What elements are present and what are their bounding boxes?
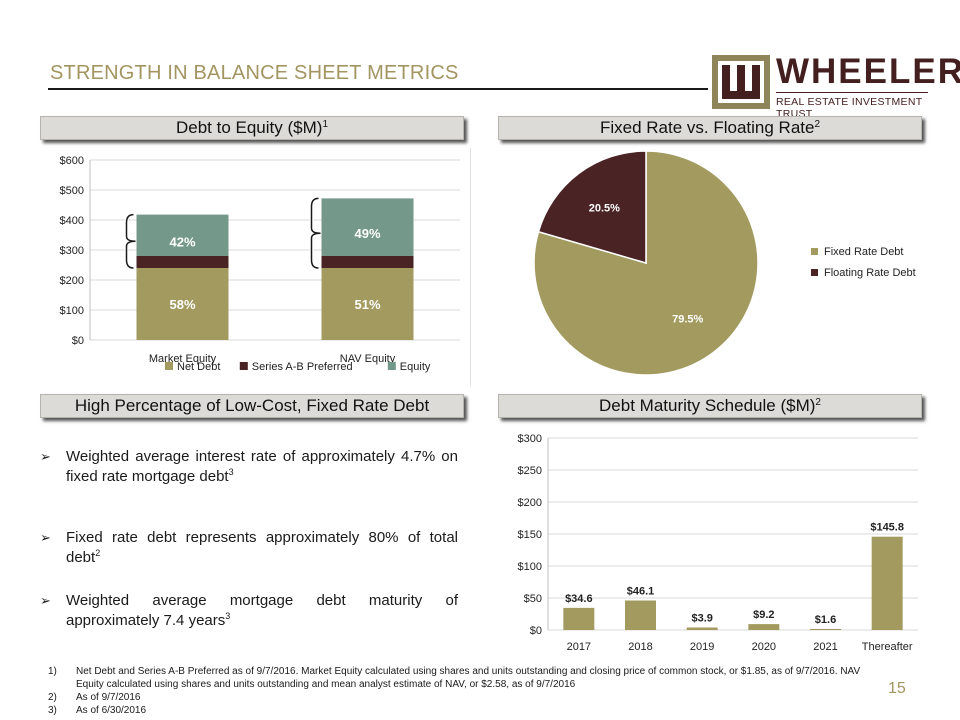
logo-wordmark: WHEELER [776,52,960,91]
bullet-item: ➢ Weighted average mortgage debt maturit… [40,591,458,635]
bullet-text: Weighted average interest rate of approx… [66,448,458,485]
data-label: $3.9 [691,613,712,625]
y-tick-label: $100 [518,561,542,573]
data-label: $9.2 [753,609,774,621]
footnote: 3) As of 6/30/2016 [48,704,448,717]
data-label: $1.6 [815,614,836,626]
data-label: $145.8 [870,522,904,534]
footnote-ref: 3 [228,467,234,477]
x-tick-label: 2017 [567,641,591,653]
pie-slice [537,150,647,264]
logo-divider [776,92,928,93]
legend-swatch [811,269,818,276]
data-label: 20.5% [589,202,620,214]
bullet-text: Weighted average mortgage debt maturity … [66,592,458,629]
legend-swatch [387,362,396,370]
header-debt-maturity: Debt Maturity Schedule ($M)2 [498,394,922,418]
data-label: 42% [169,234,195,249]
data-label: $34.6 [565,593,593,605]
y-tick-label: $300 [60,245,84,257]
legend-swatch [165,362,173,370]
footnote-ref: 1 [322,119,328,130]
header-low-cost-debt-label: High Percentage of Low-Cost, Fixed Rate … [74,396,430,415]
x-tick-label: 2019 [690,641,714,653]
footnote-ref: 2 [815,397,821,408]
y-tick-label: $400 [60,215,84,227]
footnote-text: As of 6/30/2016 [76,705,147,716]
x-tick-label: 2018 [628,641,652,653]
bullet-item: ➢ Fixed rate debt represents approximate… [40,528,458,566]
legend-label: Fixed Rate Debt [824,246,903,258]
data-label: 49% [354,226,380,241]
legend-swatch [811,248,818,255]
data-label: 79.5% [672,314,703,326]
bar [686,627,718,630]
legend-label: Equity [400,361,431,373]
x-tick-label: 2020 [752,641,776,653]
y-tick-label: $600 [60,155,84,167]
bullet-text: Fixed rate debt represents approximately… [66,529,458,566]
title-underline [48,88,708,90]
data-label: 58% [169,297,195,312]
footnote-number: 1) [48,666,57,677]
bar [871,536,903,630]
bullet-item: ➢ Weighted average interest rate of appr… [40,447,458,491]
y-tick-label: $0 [530,625,542,637]
footnote: 2) As of 9/7/2016 [48,691,448,704]
footnote-text: Net Debt and Series A-B Preferred as of … [76,666,861,690]
y-tick-label: $300 [518,433,542,445]
footnote-ref: 3 [225,611,231,621]
header-fixed-vs-floating: Fixed Rate vs. Floating Rate2 [498,116,922,140]
bar-segment [136,268,229,340]
header-low-cost-debt: High Percentage of Low-Cost, Fixed Rate … [40,394,464,418]
fixed-vs-floating-pie-chart: 79.5% 20.5% Fixed Rate Debt Floating Rate D… [533,150,916,376]
footnote-number: 3) [48,705,57,716]
brace-icon [310,197,321,269]
header-debt-to-equity-label: Debt to Equity ($M) [175,118,323,137]
debt-maturity-chart: $0 $50 $100 $150 $200 $250 $300 $34.6 2017 $46.1 2… [518,433,918,653]
legend-swatch [239,362,248,370]
arrow-bullet-icon: ➢ [40,530,51,545]
header-fixed-vs-floating-label: Fixed Rate vs. Floating Rate [599,118,815,137]
footnote-number: 2) [48,692,57,703]
x-tick-label: NAV Equity [340,353,396,365]
footnote-ref: 2 [95,548,101,558]
legend-label: Floating Rate Debt [824,267,916,279]
bar-segment [136,256,229,268]
y-tick-label: $50 [524,593,542,605]
legend-label: Net Debt [177,361,220,373]
bar-segment [321,268,414,340]
wheeler-logo-icon [712,55,770,109]
page-number: 15 [888,680,906,697]
y-tick-label: $0 [72,335,84,347]
x-tick-label: Thereafter [862,641,913,653]
bar [748,624,780,630]
page-title: STRENGTH IN BALANCE SHEET METRICS [50,62,459,84]
arrow-bullet-icon: ➢ [40,449,51,464]
x-tick-label: 2021 [813,641,837,653]
bar [563,607,595,630]
y-tick-label: $250 [518,465,542,477]
y-tick-label: $500 [60,185,84,197]
header-debt-to-equity: Debt to Equity ($M)1 [40,116,464,140]
footnote-text: As of 9/7/2016 [76,692,141,703]
footnote: 1) Net Debt and Series A-B Preferred as … [48,665,878,691]
data-label: 51% [354,297,380,312]
arrow-bullet-icon: ➢ [40,593,51,608]
bar-segment [136,214,229,256]
bar [810,628,841,630]
y-tick-label: $200 [60,275,84,287]
y-tick-label: $100 [60,305,84,317]
footnote-ref: 2 [814,119,821,130]
y-tick-label: $150 [518,529,542,541]
bar [625,600,656,630]
bar-segment [321,198,414,256]
y-tick-label: $200 [518,497,542,509]
brace-icon [125,213,136,269]
header-debt-maturity-label: Debt Maturity Schedule ($M) [599,396,816,415]
bar-segment [321,256,414,268]
data-label: $46.1 [627,585,655,597]
legend-label: Series A-B Preferred [252,361,353,373]
